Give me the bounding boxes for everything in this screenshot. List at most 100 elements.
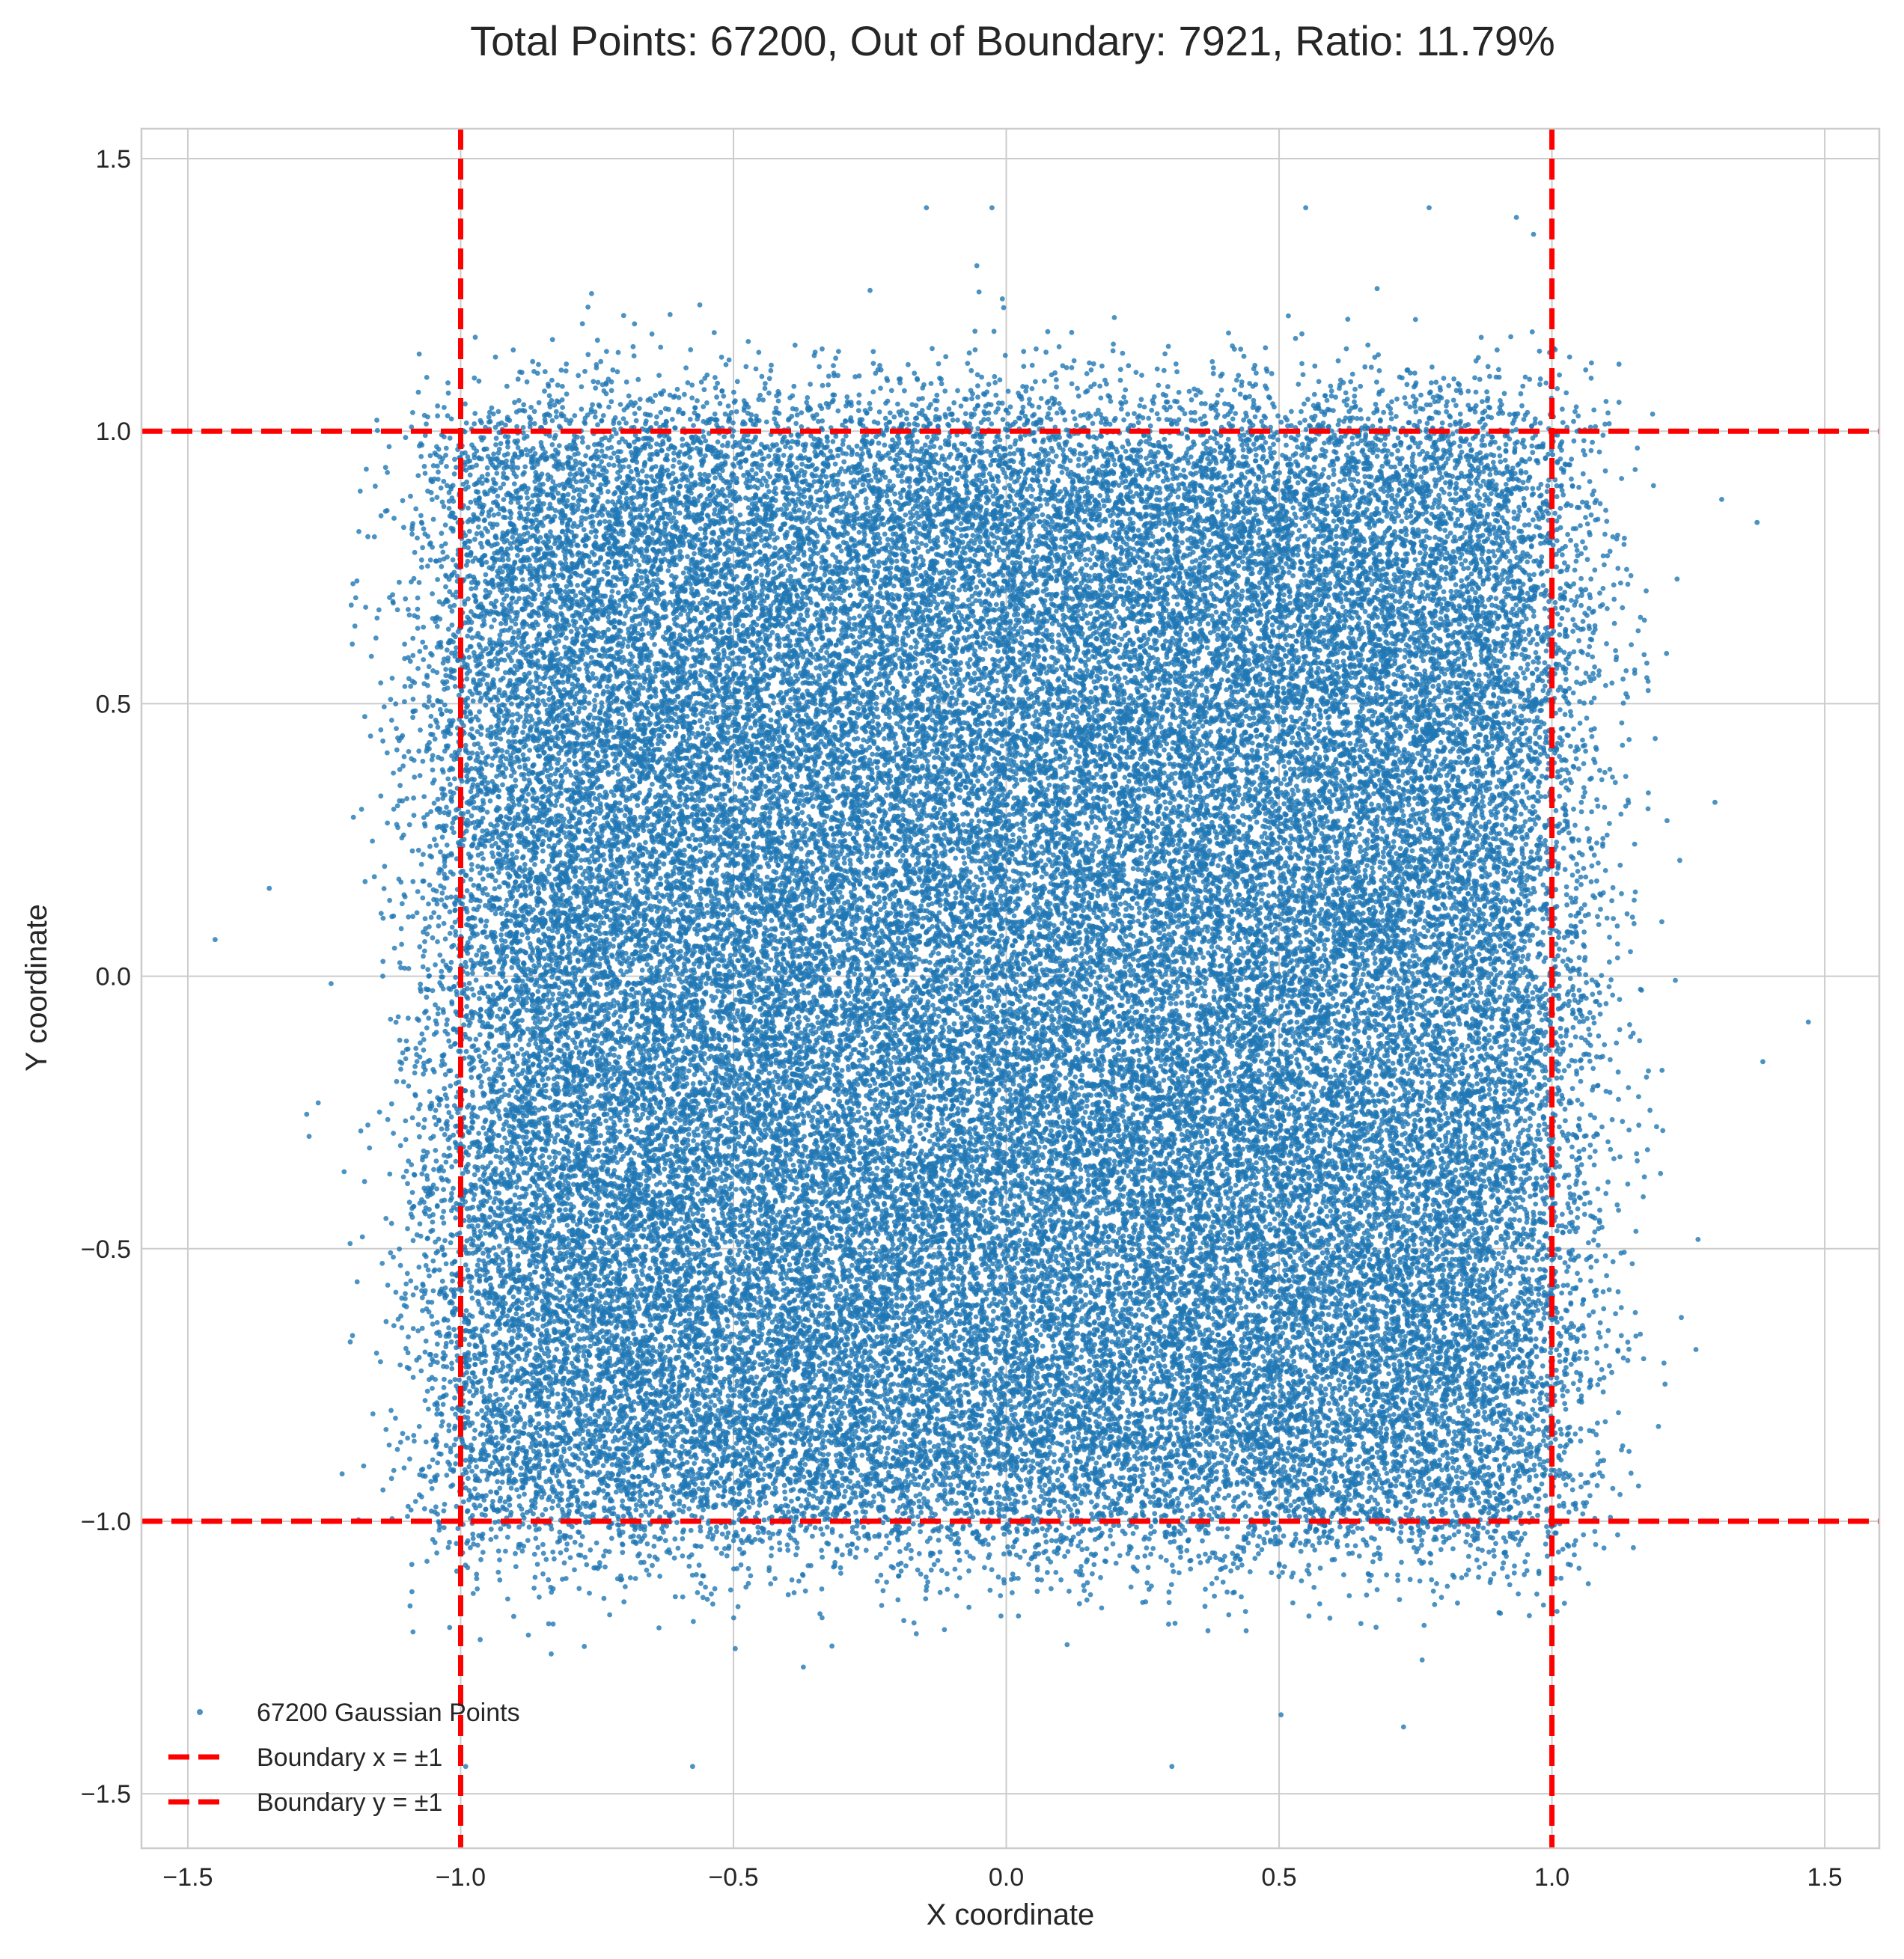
- scatter-point: [1348, 741, 1353, 746]
- scatter-point: [418, 982, 423, 987]
- scatter-point: [1235, 1565, 1240, 1571]
- scatter-point: [1646, 688, 1651, 693]
- scatter-point: [416, 1122, 421, 1127]
- scatter-point: [681, 570, 686, 575]
- scatter-point: [904, 1345, 909, 1351]
- scatter-point: [1350, 450, 1355, 456]
- scatter-point: [628, 1575, 633, 1580]
- scatter-point: [1582, 790, 1587, 795]
- scatter-point: [834, 494, 839, 499]
- scatter-point: [1057, 401, 1062, 406]
- scatter-point: [695, 1590, 701, 1595]
- scatter-point: [1595, 1360, 1600, 1366]
- scatter-point: [626, 394, 632, 399]
- scatter-point: [394, 726, 399, 731]
- scatter-point: [1184, 1548, 1189, 1553]
- scatter-point: [1484, 752, 1489, 757]
- scatter-point: [939, 382, 945, 387]
- scatter-point: [670, 417, 675, 422]
- scatter-point: [1581, 929, 1587, 935]
- scatter-point: [1500, 1321, 1505, 1327]
- scatter-point: [1373, 1073, 1379, 1078]
- scatter-point: [1467, 462, 1472, 468]
- scatter-point: [1621, 1355, 1626, 1360]
- scatter-point: [1234, 378, 1239, 383]
- scatter-point: [843, 433, 849, 438]
- scatter-point: [542, 684, 547, 689]
- scatter-point: [1031, 1304, 1036, 1309]
- scatter-point: [1623, 668, 1629, 673]
- scatter-point: [730, 421, 736, 426]
- scatter-point: [1052, 1344, 1057, 1349]
- scatter-point: [1448, 589, 1453, 594]
- scatter-point: [1633, 890, 1638, 895]
- scatter-point: [1299, 940, 1304, 945]
- chart-title: Total Points: 67200, Out of Boundary: 79…: [470, 17, 1555, 64]
- scatter-point: [614, 1160, 620, 1165]
- scatter-point: [1071, 966, 1076, 971]
- scatter-point: [951, 584, 956, 590]
- scatter-point: [1501, 1507, 1507, 1512]
- scatter-point: [1021, 405, 1026, 410]
- scatter-point: [1085, 1178, 1090, 1183]
- scatter-point: [490, 867, 495, 872]
- scatter-point: [1372, 749, 1377, 754]
- scatter-point: [1394, 1483, 1399, 1488]
- scatter-point: [486, 1301, 492, 1306]
- scatter-point: [1397, 724, 1403, 730]
- scatter-point: [1395, 1573, 1400, 1578]
- scatter-point: [721, 1293, 726, 1298]
- scatter-point: [716, 1031, 721, 1036]
- scatter-point: [353, 623, 358, 629]
- scatter-point: [419, 862, 424, 867]
- scatter-point: [1324, 1540, 1329, 1545]
- scatter-point: [791, 1163, 796, 1168]
- scatter-point: [1377, 777, 1382, 783]
- scatter-point: [732, 781, 737, 786]
- scatter-point: [1474, 1440, 1479, 1445]
- scatter-point: [478, 1084, 483, 1089]
- scatter-point: [859, 1453, 864, 1458]
- scatter-point: [929, 1568, 934, 1573]
- scatter-point: [1034, 346, 1039, 352]
- scatter-point: [926, 658, 931, 664]
- scatter-point: [387, 444, 392, 450]
- scatter-point: [1584, 715, 1590, 721]
- scatter-point: [1070, 330, 1075, 335]
- scatter-point: [1585, 652, 1590, 657]
- scatter-point: [882, 442, 888, 447]
- scatter-point: [726, 1393, 731, 1399]
- scatter-point: [1215, 1441, 1221, 1446]
- scatter-point: [1568, 1043, 1573, 1048]
- scatter-point: [1500, 822, 1505, 828]
- scatter-point: [405, 1514, 410, 1519]
- scatter-point: [852, 616, 857, 621]
- scatter-point: [1537, 1396, 1543, 1401]
- scatter-point: [557, 443, 562, 448]
- scatter-point: [424, 994, 429, 1000]
- scatter-point: [540, 1571, 546, 1577]
- scatter-point: [1224, 1534, 1230, 1539]
- scatter-point: [795, 1545, 800, 1550]
- scatter-point: [1294, 1057, 1299, 1063]
- scatter-point: [819, 504, 824, 510]
- scatter-point: [698, 673, 704, 678]
- scatter-point: [1410, 849, 1415, 854]
- scatter-point: [1540, 1176, 1545, 1181]
- scatter-point: [1312, 465, 1317, 470]
- scatter-point: [1290, 505, 1296, 510]
- scatter-point: [1480, 748, 1486, 754]
- scatter-point: [935, 1416, 940, 1422]
- scatter-point: [466, 1409, 471, 1414]
- scatter-point: [406, 1334, 411, 1339]
- scatter-point: [1603, 868, 1608, 873]
- scatter-point: [1557, 623, 1563, 628]
- scatter-point: [617, 1267, 623, 1272]
- scatter-point: [442, 1086, 447, 1091]
- scatter-point: [885, 1451, 890, 1456]
- scatter-point: [1189, 1420, 1194, 1425]
- scatter-point: [1615, 923, 1620, 929]
- scatter-point: [1558, 506, 1563, 511]
